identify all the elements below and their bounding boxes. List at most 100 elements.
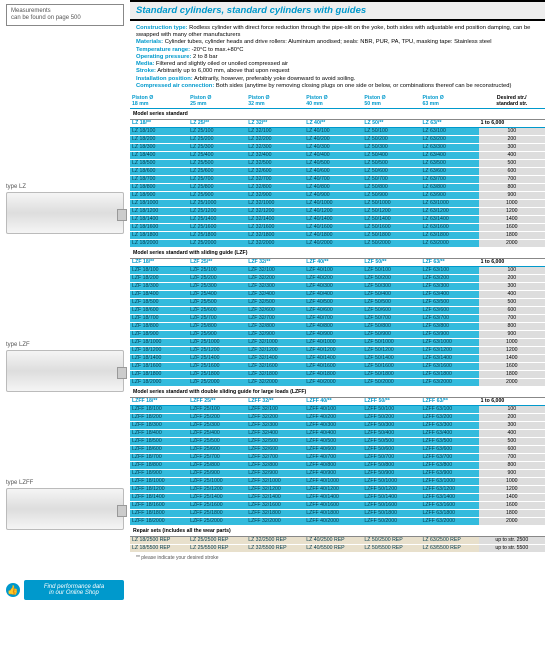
data-cell: LZFF 40/400 (304, 429, 362, 437)
table-row: LZF 18/900LZF 25/900LZF 32/900LZF 40/900… (130, 330, 545, 338)
stroke-cell: 800 (479, 322, 545, 330)
data-cell: LZFF 63/1600 (420, 501, 478, 509)
data-cell: LZ 50/600 (362, 167, 420, 175)
table-row: LZ 18/1800LZ 25/1800LZ 32/1800LZ 40/1800… (130, 231, 545, 239)
data-cell: LZFF 18/400 (130, 429, 188, 437)
desc-key-3: Temperature range: (136, 47, 190, 53)
data-cell: LZ 18/1400 (130, 215, 188, 223)
data-cell: LZ 32/400 (246, 151, 304, 159)
stroke-cell: 1000 (479, 338, 545, 346)
data-cell: LZ 50/1400 (362, 215, 420, 223)
data-cell: LZF 18/1200 (130, 346, 188, 354)
table-row: LZFF 18/200LZFF 25/200LZFF 32/200LZFF 40… (130, 413, 545, 421)
data-cell: LZ 50/1800 (362, 231, 420, 239)
data-cell: LZFF 50/900 (362, 469, 420, 477)
stroke-cell: 1800 (479, 370, 545, 378)
data-cell: LZFF 32/1800 (246, 509, 304, 517)
data-cell: LZFF 50/600 (362, 445, 420, 453)
data-cell: LZF 32/200 (246, 274, 304, 282)
sub-cell: 1 to 6,000 (479, 397, 545, 405)
repair-title: Repair sets (includes all the wear parts… (130, 525, 545, 536)
data-cell: LZF 25/100 (188, 266, 246, 274)
stroke-cell: 1200 (479, 207, 545, 215)
desc-val-2: Cylinder tubes, cylinder heads and drive… (163, 39, 491, 45)
data-cell: LZFF 40/500 (304, 437, 362, 445)
data-cell: LZF 40/1600 (304, 362, 362, 370)
stroke-cell: 1800 (479, 509, 545, 517)
data-cell: LZFF 18/1600 (130, 501, 188, 509)
stroke-cell: 2000 (479, 378, 545, 386)
col-hdr-5: Piston Ø50 mm (362, 94, 420, 108)
repair-cell: LZ 50/2500 REP (362, 536, 420, 544)
section-sub-row: LZFF 18/**LZFF 25/**LZFF 32/**LZFF 40/**… (130, 397, 545, 405)
data-cell: LZF 63/800 (420, 322, 478, 330)
col-hdr-6: Piston Ø63 mm (420, 94, 478, 108)
data-cell: LZF 25/2000 (188, 378, 246, 386)
data-cell: LZ 40/600 (304, 167, 362, 175)
data-cell: LZFF 63/900 (420, 469, 478, 477)
desc-val-7: Arbitrarily, however, preferably yoke do… (193, 76, 356, 82)
desc-key-7: Installation position: (136, 76, 193, 82)
data-cell: LZ 40/1000 (304, 199, 362, 207)
sub-cell: LZ 50/** (362, 119, 420, 127)
table-row: LZF 18/400LZF 25/400LZF 32/400LZF 40/400… (130, 290, 545, 298)
data-cell: LZF 32/1400 (246, 354, 304, 362)
stroke-cell: 1000 (479, 199, 545, 207)
data-cell: LZ 32/1800 (246, 231, 304, 239)
stroke-cell: 1800 (479, 231, 545, 239)
sub-cell: LZ 25/** (188, 119, 246, 127)
online-shop-box: Find performance data in our Online Shop (24, 580, 124, 600)
stroke-cell: 1200 (479, 485, 545, 493)
cylinder-lzf-image (6, 350, 124, 392)
data-cell: LZF 50/800 (362, 322, 420, 330)
data-cell: LZ 40/900 (304, 191, 362, 199)
stroke-cell: 1200 (479, 346, 545, 354)
table-row: LZF 18/600LZF 25/600LZF 32/600LZF 40/600… (130, 306, 545, 314)
data-cell: LZF 25/400 (188, 290, 246, 298)
table-row: LZF 18/1200LZF 25/1200LZF 32/1200LZF 40/… (130, 346, 545, 354)
data-cell: LZ 63/500 (420, 159, 478, 167)
data-cell: LZFF 18/1200 (130, 485, 188, 493)
data-cell: LZFF 25/1000 (188, 477, 246, 485)
stroke-cell: 1600 (479, 501, 545, 509)
data-cell: LZF 32/1000 (246, 338, 304, 346)
data-cell: LZ 32/100 (246, 127, 304, 135)
stroke-cell: 900 (479, 191, 545, 199)
data-cell: LZ 63/600 (420, 167, 478, 175)
measurements-note: Measurements can be found on page 500 (6, 4, 124, 26)
table-row: LZ 18/1400LZ 25/1400LZ 32/1400LZ 40/1400… (130, 215, 545, 223)
desc-val-4: 2 to 8 bar (191, 54, 217, 60)
data-cell: LZ 63/300 (420, 143, 478, 151)
data-cell: LZF 25/1000 (188, 338, 246, 346)
table-row: LZFF 18/800LZFF 25/800LZFF 32/800LZFF 40… (130, 461, 545, 469)
table-row: LZF 18/500LZF 25/500LZF 32/500LZF 40/500… (130, 298, 545, 306)
data-cell: LZ 32/300 (246, 143, 304, 151)
desc-val-8: Both sides (anytime by removing closing … (214, 83, 511, 89)
table-row: LZ 18/500LZ 25/500LZ 32/500LZ 40/500LZ 5… (130, 159, 545, 167)
data-cell: LZF 50/600 (362, 306, 420, 314)
stroke-cell: 200 (479, 413, 545, 421)
data-cell: LZFF 18/600 (130, 445, 188, 453)
table-row: LZF 18/800LZF 25/800LZF 32/800LZF 40/800… (130, 322, 545, 330)
data-cell: LZFF 40/300 (304, 421, 362, 429)
data-cell: LZ 18/200 (130, 135, 188, 143)
data-cell: LZF 63/500 (420, 298, 478, 306)
data-cell: LZF 63/600 (420, 306, 478, 314)
desc-key-4: Operating pressure: (136, 54, 191, 60)
data-cell: LZ 40/1400 (304, 215, 362, 223)
stroke-cell: 500 (479, 159, 545, 167)
data-cell: LZFF 25/700 (188, 453, 246, 461)
data-cell: LZ 63/800 (420, 183, 478, 191)
repair-cell: up to str. 5500 (479, 544, 545, 552)
data-cell: LZF 25/800 (188, 322, 246, 330)
cylinder-lzff-image (6, 488, 124, 530)
data-cell: LZ 18/900 (130, 191, 188, 199)
data-cell: LZFF 63/800 (420, 461, 478, 469)
data-cell: LZF 25/700 (188, 314, 246, 322)
thumbs-up-icon: 👍 (6, 583, 20, 597)
data-cell: LZ 25/1000 (188, 199, 246, 207)
data-cell: LZF 18/700 (130, 314, 188, 322)
data-cell: LZF 50/100 (362, 266, 420, 274)
sub-cell: LZF 63/** (420, 258, 478, 266)
data-cell: LZFF 25/800 (188, 461, 246, 469)
